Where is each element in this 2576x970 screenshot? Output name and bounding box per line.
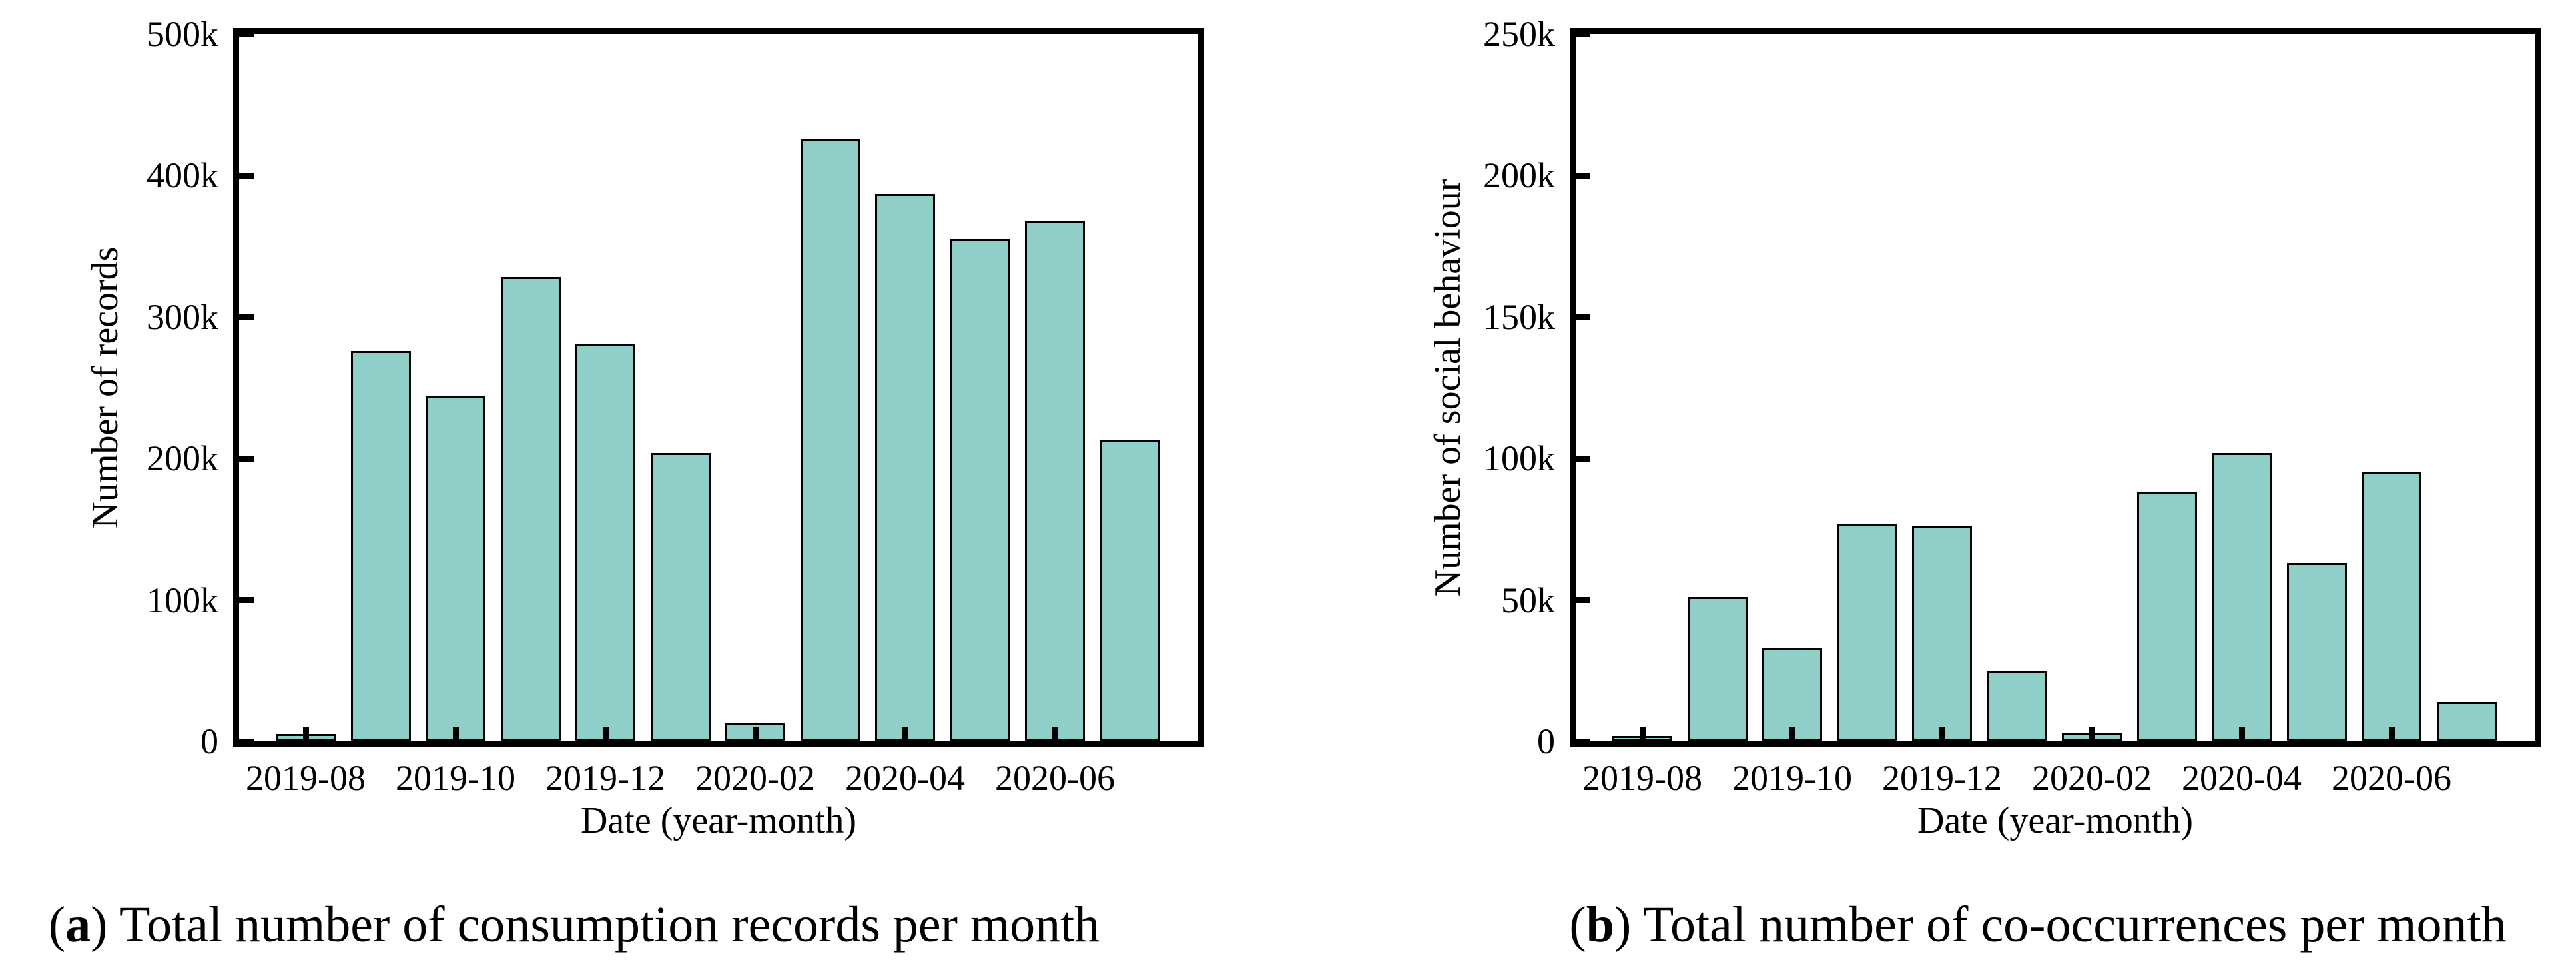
x-tick-label-2019-10: 2019-10 [396, 758, 515, 798]
x-tick-mark-2020-02 [2089, 727, 2095, 741]
caption-letter: a [65, 897, 91, 953]
x-tick-label-2020-06: 2020-06 [2332, 758, 2451, 798]
x-tick-mark-2019-08 [1639, 727, 1646, 741]
x-tick-label-2020-02: 2020-02 [695, 758, 815, 798]
y-tick-mark-50k [1576, 597, 1590, 604]
bar-2020-01 [650, 452, 711, 741]
y-tick-mark-250k [1576, 31, 1590, 37]
x-tick-mark-2020-06 [1052, 727, 1058, 741]
bar-2020-03 [2136, 492, 2197, 741]
y-tick-label-100k: 100k [1483, 438, 1555, 479]
x-tick-label-2019-12: 2019-12 [545, 758, 665, 798]
y-tick-mark-0 [239, 738, 254, 745]
y-tick-mark-500k [239, 31, 254, 37]
x-tick-mark-2019-08 [302, 727, 309, 741]
caption-paren-open: ( [48, 897, 66, 953]
caption: (b) Total number of co-occurrences per m… [1569, 896, 2506, 954]
caption-paren-close: ) [91, 897, 108, 953]
bar-2019-11 [500, 277, 561, 741]
bar-2020-04 [2212, 452, 2272, 741]
plot-area [1570, 28, 2541, 747]
y-tick-label-300k: 300k [147, 296, 218, 337]
bar-2019-10 [1762, 648, 1822, 741]
x-axis-label: Date (year-month) [1917, 800, 2194, 841]
x-tick-label-2019-08: 2019-08 [246, 758, 366, 798]
y-tick-label-100k: 100k [147, 580, 218, 620]
x-tick-mark-2019-10 [1789, 727, 1795, 741]
caption: (a) Total number of consumption records … [49, 896, 1100, 954]
y-tick-mark-100k [239, 597, 254, 604]
x-tick-label-2019-08: 2019-08 [1582, 758, 1702, 798]
x-tick-mark-2020-04 [2238, 727, 2245, 741]
x-tick-mark-2019-12 [602, 727, 609, 741]
y-tick-label-50k: 50k [1501, 580, 1555, 620]
plot-area [233, 28, 1204, 747]
x-tick-label-2020-02: 2020-02 [2032, 758, 2152, 798]
x-tick-mark-2019-10 [452, 727, 459, 741]
x-tick-label-2020-04: 2020-04 [2182, 758, 2302, 798]
caption-paren-close: ) [1614, 897, 1632, 953]
bar-2020-06 [2362, 472, 2421, 741]
y-tick-label-250k: 250k [1483, 14, 1555, 54]
y-tick-mark-100k [1576, 455, 1590, 462]
x-tick-mark-2020-02 [752, 727, 759, 741]
bar-2019-11 [1837, 523, 1897, 741]
bar-2020-03 [800, 139, 860, 741]
y-tick-label-0: 0 [200, 722, 218, 761]
x-tick-label-2019-12: 2019-12 [1882, 758, 2002, 798]
y-tick-label-150k: 150k [1483, 296, 1555, 337]
x-tick-mark-2019-12 [1939, 727, 1945, 741]
x-axis-label: Date (year-month) [580, 800, 857, 841]
bar-2020-05 [950, 239, 1010, 741]
bar-2019-10 [426, 396, 485, 741]
caption-letter: b [1586, 897, 1614, 953]
y-tick-mark-0 [1576, 738, 1590, 745]
x-tick-label-2019-10: 2019-10 [1732, 758, 1852, 798]
y-tick-label-200k: 200k [147, 438, 218, 479]
caption-paren-open: ( [1569, 897, 1586, 953]
y-tick-label-400k: 400k [147, 155, 218, 196]
bar-2020-05 [2286, 563, 2347, 741]
y-axis-label: Number of social behaviour [1427, 179, 1468, 597]
y-tick-label-500k: 500k [147, 14, 218, 54]
caption-text: Total number of co-occurrences per month [1631, 897, 2507, 953]
y-tick-label-0: 0 [1537, 722, 1555, 761]
bar-2020-01 [1987, 670, 2047, 741]
x-tick-mark-2020-04 [902, 727, 908, 741]
bar-2019-09 [1687, 597, 1748, 741]
x-tick-mark-2020-06 [2388, 727, 2395, 741]
bar-2020-04 [875, 194, 935, 741]
bar-2020-07 [2436, 702, 2497, 741]
bar-2020-06 [1025, 221, 1085, 741]
bar-2019-12 [1912, 526, 1972, 741]
y-tick-mark-200k [1576, 172, 1590, 179]
x-tick-label-2020-04: 2020-04 [845, 758, 965, 798]
y-tick-mark-400k [239, 172, 254, 179]
y-tick-mark-300k [239, 314, 254, 320]
caption-text: Total number of consumption records per … [107, 897, 1100, 953]
y-tick-label-200k: 200k [1483, 155, 1555, 196]
bar-2020-07 [1100, 440, 1160, 741]
y-tick-mark-200k [239, 455, 254, 462]
y-tick-mark-150k [1576, 314, 1590, 320]
x-tick-label-2020-06: 2020-06 [995, 758, 1115, 798]
bar-2019-09 [350, 350, 411, 741]
